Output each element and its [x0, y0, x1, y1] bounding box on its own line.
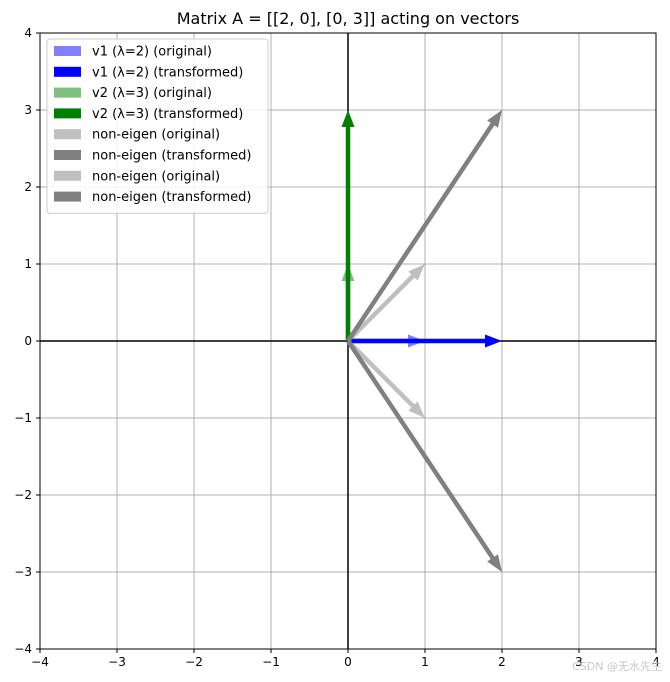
y-tick-label-0: −4: [14, 642, 32, 656]
legend-swatch-7: [54, 191, 81, 202]
y-tick-label-8: 4: [24, 26, 32, 40]
chart-title: Matrix A = [[2, 0], [0, 3]] acting on ve…: [177, 9, 520, 28]
legend: v1 (λ=2) (original) v1 (λ=2) (transformed…: [46, 38, 269, 214]
watermark: CSDN @无水先生: [572, 660, 662, 673]
vector-arrow-6: [346, 339, 425, 418]
y-tick-label-7: 3: [24, 103, 32, 117]
vector-arrow-7: [346, 339, 502, 572]
legend-label-1: v1 (λ=2) (transformed): [92, 65, 243, 80]
legend-label-3: v2 (λ=3) (transformed): [92, 107, 243, 122]
plot-frame: [39, 32, 657, 650]
y-tick-label-6: 2: [24, 180, 32, 194]
x-tick-label-1: −3: [108, 655, 126, 669]
x-tick-label-3: −1: [262, 655, 280, 669]
x-tick-label-2: −2: [185, 655, 203, 669]
vector-arrow-4: [346, 264, 425, 343]
x-tick-label-6: 2: [498, 655, 506, 669]
legend-label-2: v2 (λ=3) (original): [92, 86, 212, 101]
y-tick-label-4: 0: [24, 334, 32, 348]
legend-label-4: non-eigen (original): [92, 128, 220, 143]
x-tick-label-5: 1: [421, 655, 429, 669]
legend-swatch-2: [54, 87, 81, 98]
legend-swatch-1: [54, 66, 81, 77]
legend-swatch-6: [54, 170, 81, 181]
legend-label-6: non-eigen (original): [92, 169, 220, 184]
tick-labels: −4 −3 −2 −1 0 1 2 3 4 −4 −3 −2 −1 0 1 2 3 4: [14, 26, 660, 669]
vector-arrow-3: [341, 110, 355, 341]
y-tick-label-3: −1: [14, 411, 32, 425]
legend-box: [46, 38, 269, 214]
vector-arrow-1: [348, 334, 502, 348]
legend-swatch-5: [54, 150, 81, 160]
x-tick-label-7: 3: [575, 655, 583, 669]
x-tick-label-8: 4: [652, 655, 660, 669]
legend-swatch-4: [54, 129, 81, 140]
legend-label-7: non-eigen (transformed): [92, 190, 251, 205]
legend-label-0: v1 (λ=2) (original): [92, 45, 212, 60]
x-tick-label-0: −4: [31, 655, 49, 669]
vector-arrow-5: [346, 110, 502, 343]
y-tick-label-1: −3: [14, 565, 32, 579]
vectors: [341, 110, 502, 572]
y-tick-label-5: 1: [24, 257, 32, 271]
y-tick-label-2: −2: [14, 488, 32, 502]
x-tick-label-4: 0: [344, 655, 352, 669]
legend-swatch-0: [54, 46, 81, 56]
legend-label-5: non-eigen (transformed): [92, 149, 251, 164]
legend-swatch-3: [54, 108, 81, 119]
